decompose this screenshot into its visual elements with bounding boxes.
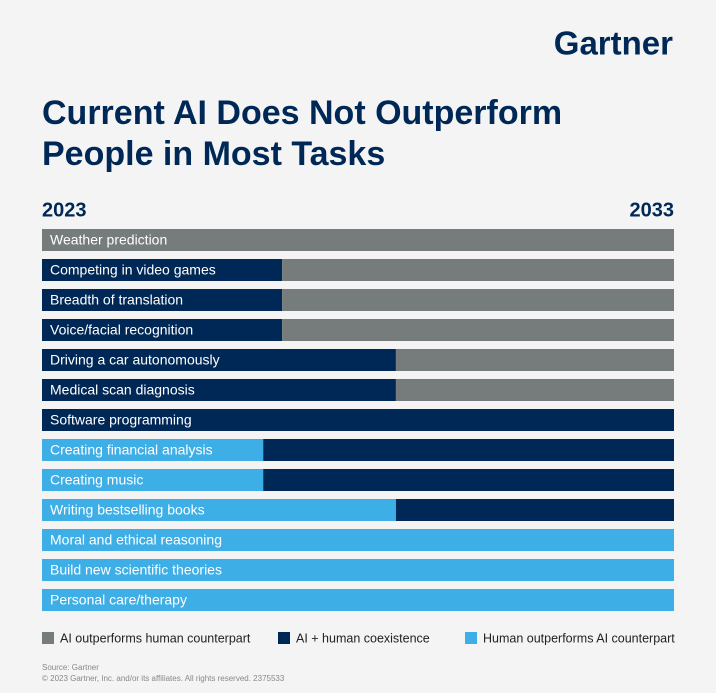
bar-segment (282, 289, 674, 311)
category-label: Software programming (50, 412, 192, 428)
x-tick-label: 2033 (630, 199, 675, 221)
bar-segment (42, 289, 283, 311)
category-label: Driving a car autonomously (50, 352, 220, 368)
category-label: Personal care/therapy (50, 592, 187, 608)
category-label: Build new scientific theories (50, 562, 222, 578)
category-label: Medical scan diagnosis (50, 382, 195, 398)
category-label: Moral and ethical reasoning (50, 532, 222, 548)
bar-segment (42, 259, 283, 281)
bar-segment (395, 379, 674, 401)
legend-label: Human outperforms AI counterpart (483, 631, 675, 645)
bar-segment (282, 319, 674, 341)
legend-swatch (278, 632, 290, 644)
bar-segment (42, 529, 674, 551)
x-tick-label: 2023 (42, 199, 87, 221)
bar-segment (42, 319, 283, 341)
category-label: Weather prediction (50, 232, 167, 248)
category-label: Breadth of translation (50, 292, 183, 308)
category-label: Voice/facial recognition (50, 322, 193, 338)
category-label: Writing bestselling books (50, 502, 205, 518)
chart-title: People in Most Tasks (42, 135, 385, 173)
legend-swatch (42, 632, 54, 644)
bar-segment (42, 409, 674, 431)
legend-label: AI outperforms human counterpart (60, 631, 251, 645)
bar-segment (42, 379, 396, 401)
bar-segment (42, 499, 396, 521)
bar-segment (395, 499, 674, 521)
chart-title: Current AI Does Not Outperform (42, 94, 562, 132)
category-label: Competing in video games (50, 262, 216, 278)
source: Source: Gartner (42, 663, 99, 672)
category-label: Creating music (50, 472, 143, 488)
bar-segment (42, 439, 264, 461)
bar-segment (395, 349, 674, 371)
bar-segment (42, 589, 674, 611)
source: © 2023 Gartner, Inc. and/or its affiliat… (42, 674, 285, 683)
bar-segment (263, 469, 674, 491)
brand: Gartner (554, 25, 673, 62)
category-label: Creating financial analysis (50, 442, 213, 458)
bar-segment (42, 349, 396, 371)
bar-segment (42, 559, 674, 581)
legend-label: AI + human coexistence (296, 631, 430, 645)
bar-segment (263, 439, 674, 461)
bar-segment (42, 469, 264, 491)
bar-segment (42, 229, 674, 251)
legend-swatch (465, 632, 477, 644)
bar-segment (282, 259, 674, 281)
